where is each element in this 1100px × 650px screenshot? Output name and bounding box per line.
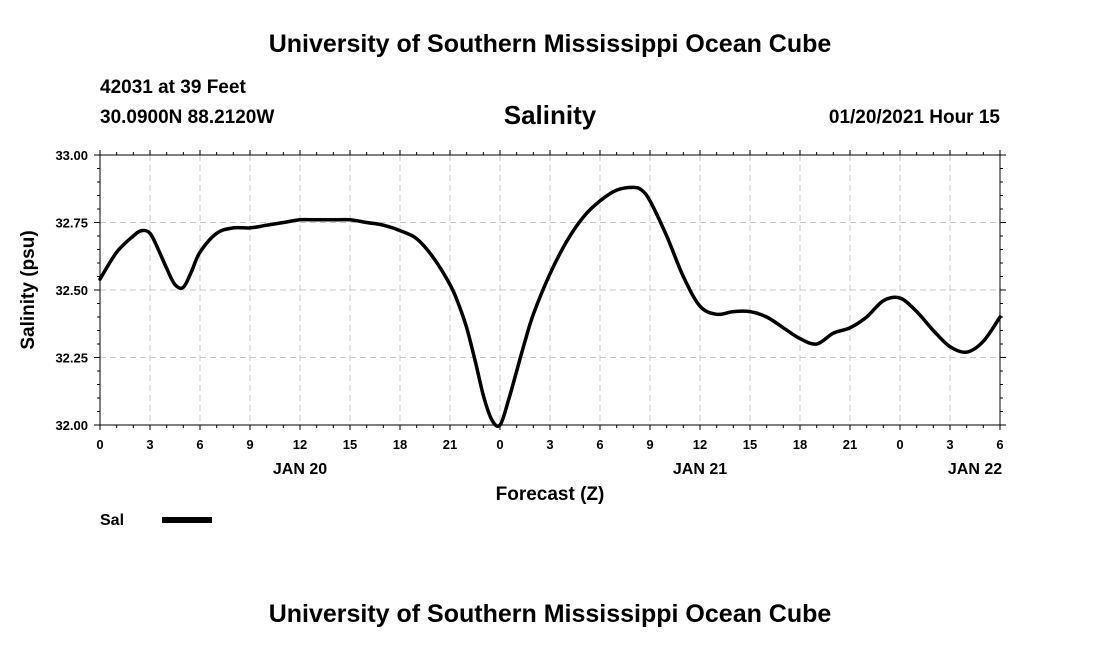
x-tick-label: 6 xyxy=(196,437,203,452)
x-tick-label: 9 xyxy=(646,437,653,452)
x-tick-label: 12 xyxy=(293,437,307,452)
y-tick-labels: 32.00 32.25 32.50 32.75 33.00 xyxy=(55,148,88,433)
axis-ticks xyxy=(94,150,1006,430)
x-tick-label: 0 xyxy=(496,437,503,452)
x-tick-label: 3 xyxy=(146,437,153,452)
timestamp-label: 01/20/2021 Hour 15 xyxy=(828,107,1000,128)
x-tick-label: 21 xyxy=(843,437,857,452)
date-labels: JAN 20 JAN 21 JAN 22 xyxy=(273,461,1002,478)
chart-title: Salinity xyxy=(503,100,597,130)
x-tick-label: 0 xyxy=(896,437,903,452)
y-tick-label: 33.00 xyxy=(55,148,88,163)
y-tick-label: 32.25 xyxy=(55,351,88,366)
x-tick-label: 6 xyxy=(996,437,1003,452)
y-tick-label: 32.75 xyxy=(55,216,88,231)
x-tick-label: 0 xyxy=(96,437,103,452)
x-tick-label: 18 xyxy=(393,437,407,452)
y-tick-label: 32.50 xyxy=(55,283,88,298)
x-tick-label: 12 xyxy=(693,437,707,452)
location-label: 30.0900N 88.2120W xyxy=(100,107,275,128)
date-label: JAN 21 xyxy=(673,461,727,478)
x-tick-label: 3 xyxy=(546,437,553,452)
grid-lines xyxy=(100,155,1000,425)
footer-title: University of Southern Mississippi Ocean… xyxy=(268,600,832,628)
legend-label: Sal xyxy=(100,512,124,529)
x-tick-label: 6 xyxy=(596,437,603,452)
x-tick-labels: 0 3 6 9 12 15 18 21 0 3 6 9 12 15 18 21 0 3 6 xyxy=(96,437,1003,452)
y-tick-label: 32.00 xyxy=(55,418,88,433)
chart-header-title: University of Southern Mississippi Ocean… xyxy=(268,30,832,58)
x-tick-label: 3 xyxy=(946,437,953,452)
x-tick-label: 15 xyxy=(743,437,757,452)
x-axis-label: Forecast (Z) xyxy=(496,484,605,505)
station-label: 42031 at 39 Feet xyxy=(100,77,246,98)
x-tick-label: 15 xyxy=(343,437,357,452)
salinity-series-line xyxy=(98,185,1002,428)
date-label: JAN 22 xyxy=(948,461,1002,478)
y-axis-label: Salinity (psu) xyxy=(18,230,39,349)
x-tick-label: 18 xyxy=(793,437,807,452)
x-tick-label: 21 xyxy=(443,437,457,452)
x-tick-label: 9 xyxy=(246,437,253,452)
date-label: JAN 20 xyxy=(273,461,327,478)
